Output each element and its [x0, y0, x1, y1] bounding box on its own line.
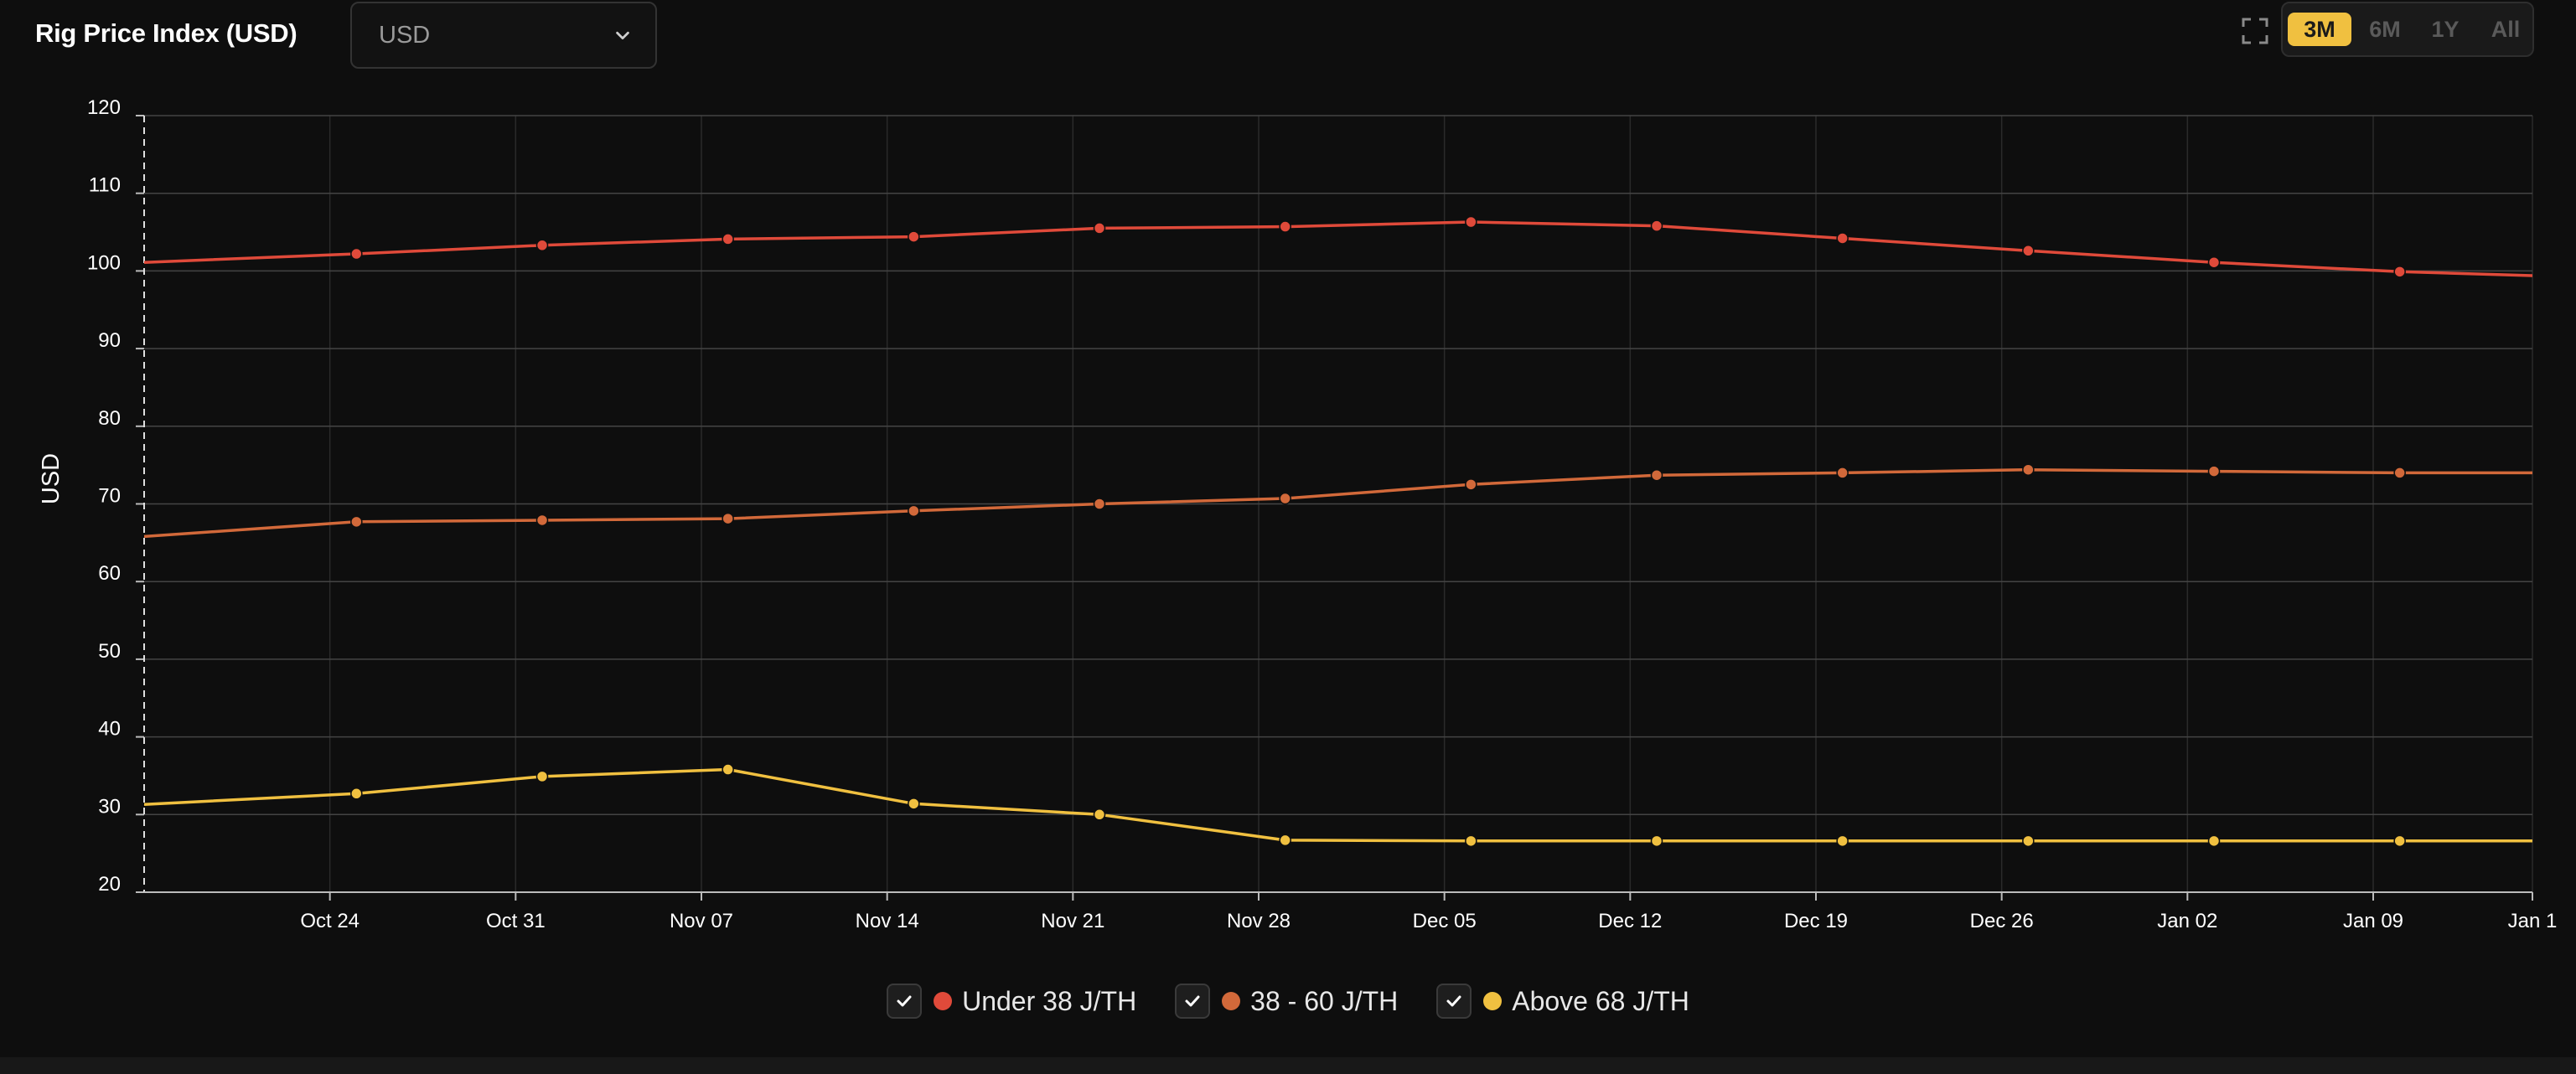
expand-icon[interactable]: [2241, 17, 2269, 45]
data-point: [1650, 468, 1663, 482]
x-tick-label: Nov 07: [670, 910, 733, 932]
data-point: [722, 233, 734, 245]
legend-swatch: [934, 992, 953, 1010]
y-tick-label: 60: [98, 562, 121, 585]
legend-label: Under 38 J/TH: [962, 985, 1137, 1016]
range-button-3m[interactable]: 3M: [2288, 13, 2351, 46]
legend-checkbox[interactable]: [1436, 984, 1472, 1019]
series-line-0: [144, 220, 2532, 277]
x-tick-label: Dec 26: [1970, 910, 2034, 932]
check-icon: [897, 995, 912, 1007]
chevron-down-icon: [616, 31, 629, 40]
data-point: [535, 239, 549, 252]
data-point: [1279, 220, 1291, 233]
data-point: [2393, 467, 2406, 479]
x-tick-label: Jan 02: [2157, 910, 2217, 932]
data-point: [908, 230, 920, 243]
data-point: [2207, 256, 2221, 269]
data-point: [2022, 463, 2035, 476]
range-button-6m[interactable]: 6M: [2369, 16, 2401, 42]
data-point: [1650, 834, 1663, 848]
y-tick-label: 110: [89, 174, 121, 197]
y-tick-label: 120: [87, 96, 121, 119]
data-point: [1650, 219, 1663, 232]
x-tick-label: Jan 1: [2508, 910, 2558, 932]
data-point: [1465, 834, 1477, 848]
legend-item-above-68[interactable]: Above 68 J/TH: [1436, 984, 1689, 1019]
legend-item-under-38[interactable]: Under 38 J/TH: [887, 984, 1136, 1019]
y-tick-label: 30: [98, 795, 121, 818]
data-point: [2393, 266, 2406, 278]
data-point: [350, 787, 363, 800]
x-tick-label: Nov 21: [1041, 910, 1104, 932]
x-tick-label: Oct 24: [300, 910, 360, 932]
y-tick-label: 70: [98, 485, 121, 508]
data-point: [2022, 834, 2035, 848]
data-point: [1836, 834, 1849, 848]
range-button-all[interactable]: All: [2491, 16, 2521, 42]
data-point: [350, 515, 363, 529]
data-point: [2022, 245, 2035, 257]
data-point: [1093, 808, 1106, 821]
check-icon: [1185, 995, 1200, 1007]
data-point: [1279, 492, 1291, 505]
legend-label: 38 - 60 J/TH: [1250, 985, 1399, 1016]
series-line-2: [144, 767, 2532, 843]
currency-select[interactable]: USD: [350, 2, 657, 69]
data-point: [1465, 478, 1477, 491]
x-tick-label: Jan 09: [2343, 910, 2403, 932]
data-point: [535, 514, 549, 527]
footer-divider: [0, 1057, 2576, 1074]
data-point: [350, 247, 363, 261]
x-tick-label: Dec 05: [1413, 910, 1477, 932]
y-tick-label: 80: [98, 407, 121, 430]
data-point: [1836, 467, 1849, 479]
data-point: [1279, 834, 1291, 847]
chart-legend: Under 38 J/TH 38 - 60 J/TH Above 68 J/TH: [0, 978, 2576, 1024]
data-point: [1093, 222, 1106, 235]
data-point: [908, 504, 920, 518]
series-line-1: [144, 467, 2532, 539]
legend-checkbox[interactable]: [1175, 984, 1211, 1019]
y-tick-label: 100: [87, 251, 121, 274]
data-point: [1465, 215, 1477, 229]
x-tick-label: Nov 14: [856, 910, 919, 932]
data-point: [2207, 834, 2221, 848]
data-point: [1093, 498, 1106, 510]
range-button-1y[interactable]: 1Y: [2431, 16, 2460, 42]
data-point: [2207, 465, 2221, 478]
x-tick-label: Nov 28: [1227, 910, 1291, 932]
data-point: [908, 798, 920, 810]
data-point: [1836, 232, 1849, 245]
currency-select-value: USD: [379, 21, 431, 49]
y-tick-label: 50: [98, 640, 121, 663]
x-tick-label: Oct 31: [486, 910, 546, 932]
time-range-selector: 3M 6M 1Y All: [2281, 2, 2534, 57]
legend-checkbox[interactable]: [887, 984, 923, 1019]
legend-swatch: [1222, 992, 1241, 1010]
x-tick-label: Dec 12: [1598, 910, 1662, 932]
legend-label: Above 68 J/TH: [1512, 985, 1689, 1016]
chart-title: Rig Price Index (USD): [35, 18, 297, 48]
legend-swatch: [1483, 992, 1503, 1010]
y-tick-label: 40: [98, 718, 121, 741]
data-point: [722, 512, 734, 525]
line-chart: 20 30 40 50 60 70 80 90 100 110 120 Oct 24 Oct 31 Nov…: [38, 96, 2558, 932]
y-axis-label: USD: [38, 453, 65, 504]
x-tick-label: Dec 19: [1784, 910, 1848, 932]
y-tick-label: 20: [98, 873, 121, 896]
data-point: [722, 763, 734, 776]
legend-item-38-60[interactable]: 38 - 60 J/TH: [1175, 984, 1398, 1019]
data-point: [535, 770, 549, 783]
y-tick-label: 90: [98, 329, 121, 352]
data-point: [2393, 834, 2406, 848]
check-icon: [1446, 995, 1461, 1007]
